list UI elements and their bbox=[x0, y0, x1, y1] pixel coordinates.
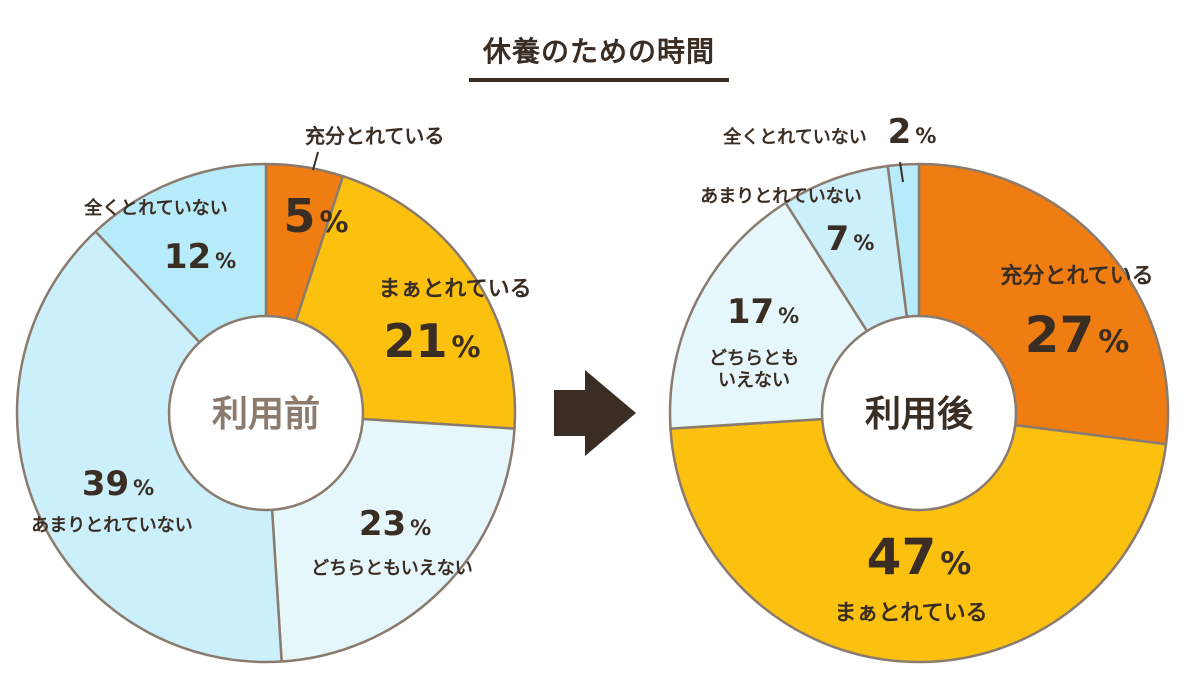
right-arrow-icon bbox=[554, 370, 636, 456]
slice-value-label: 27% bbox=[1025, 306, 1130, 364]
slice-name-label: いえない bbox=[718, 370, 790, 391]
center-label: 利用後 bbox=[865, 394, 974, 435]
slice-value-label: 2% bbox=[888, 112, 937, 152]
slice-value-label: 47% bbox=[867, 528, 972, 586]
slice-name-label: 充分とれている bbox=[305, 124, 444, 148]
slice-name-label: まぁとれている bbox=[378, 277, 531, 302]
slice-value-label: 12% bbox=[164, 237, 236, 277]
leader-line bbox=[899, 161, 904, 183]
slice-name-label: どちらともいえない bbox=[311, 558, 473, 579]
slice-value-label: 17% bbox=[727, 292, 799, 332]
slice-name-label: 全くとれていない bbox=[83, 197, 227, 219]
pie-after: 利用後 充分とれている 27 % まぁとれている 47 % どちらともいえない 17 % あまりとれ… bbox=[668, 112, 1170, 664]
slice-name-label: どちらとも bbox=[709, 348, 799, 369]
center-label: 利用前 bbox=[212, 394, 320, 435]
leader-line bbox=[312, 151, 319, 171]
slice-value-label: 5% bbox=[283, 189, 348, 243]
slice-value-label: 21% bbox=[383, 314, 480, 368]
chart-title: 休養のための時間 bbox=[468, 30, 729, 82]
slice-name-label: まぁとれている bbox=[834, 601, 987, 626]
slice-value-label: 23% bbox=[359, 504, 431, 544]
donut-hole bbox=[167, 314, 365, 512]
slice-value-label: 7% bbox=[826, 219, 875, 259]
slice-name-label: 全くとれていない bbox=[722, 126, 866, 148]
chart-title-wrap: 休養のための時間 bbox=[0, 30, 1198, 82]
donut-hole bbox=[820, 314, 1018, 512]
before-pie-slice-4 bbox=[15, 230, 283, 664]
slice-name-label: 充分とれている bbox=[1000, 263, 1153, 289]
after-pie-slice-2 bbox=[669, 411, 1168, 664]
slice-name-label: あまりとれていない bbox=[31, 515, 192, 536]
slice-value-label: 39% bbox=[82, 464, 154, 504]
slice-name-label: あまりとれていない bbox=[700, 186, 861, 207]
pie-before: 利用前 充分とれている 5 % まぁとれている 21 % どちらともいえない 23 % あまりとれて… bbox=[15, 124, 532, 664]
